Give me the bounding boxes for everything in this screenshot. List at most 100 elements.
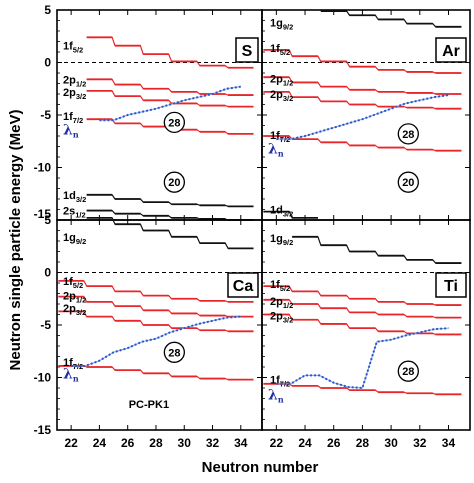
orbital-label: 2p3/2	[63, 87, 86, 101]
orbital-1f-5-2: 1f5/2	[263, 279, 462, 306]
nucleus-box	[435, 272, 467, 298]
orbital-line	[86, 209, 254, 221]
nucleus-box	[435, 37, 467, 63]
nucleus-box	[235, 37, 259, 63]
orbital-line	[86, 194, 254, 207]
y-tick-label: -5	[40, 318, 51, 332]
y-tick-label: 0	[44, 266, 51, 280]
x-tick-label: 28	[356, 436, 370, 450]
orbital-label: 1f7/2	[63, 111, 83, 125]
y-tick-label: 0	[44, 56, 51, 70]
orbital-line	[58, 310, 254, 332]
orbital-1d-3-2: 1d3/2	[263, 205, 318, 219]
orbital-2p-3-2: 2p3/2	[63, 87, 254, 108]
orbital-2p-3-2: 2p3/2	[263, 89, 462, 110]
y-tick-label: -15	[34, 423, 52, 437]
lambda-n-line	[276, 94, 449, 140]
y-tick-label: -10	[34, 161, 52, 175]
y-tick-label: 5	[44, 3, 51, 17]
orbital-label: 1f5/2	[63, 276, 83, 290]
magic-number-label: 20	[402, 177, 414, 189]
orbital-line	[86, 78, 254, 96]
orbital-1f-7-2: 1f7/2	[263, 130, 462, 152]
x-tick-label: 22	[270, 436, 284, 450]
orbital-1f-5-2: 1f5/2	[58, 276, 254, 303]
nucleus-label: S	[242, 43, 253, 60]
nucleus-box	[227, 272, 259, 298]
x-tick-label: 22	[64, 436, 78, 450]
y-tick-label: -5	[40, 108, 51, 122]
orbital-label: 2p3/2	[270, 311, 293, 325]
lambda-n-label: λn	[268, 387, 284, 404]
orbital-line	[58, 280, 254, 303]
orbital-2p-1-2: 2p1/2	[63, 74, 254, 96]
x-axis-title: Neutron number	[202, 459, 319, 476]
magic-number-circle	[163, 341, 185, 363]
x-tick-label: 28	[149, 436, 163, 450]
magic-number-circle	[163, 171, 185, 193]
orbital-1g-9-2: 1g9/2	[270, 10, 462, 32]
magic-number-circle	[163, 111, 185, 133]
nucleus-label: Ti	[444, 278, 458, 295]
orbital-label: 1f5/2	[63, 41, 83, 55]
x-tick-label: 26	[327, 436, 341, 450]
magic-number-label: 28	[402, 366, 414, 378]
lambda-n-dots	[276, 94, 449, 141]
lambda-n-dots	[71, 315, 241, 367]
nucleus-label: Ca	[233, 278, 254, 295]
x-tick-label: 30	[384, 436, 398, 450]
orbital-1g-9-2: 1g9/2	[63, 216, 254, 250]
y-tick-label: -15	[34, 207, 52, 221]
orbital-label: 2s1/2	[63, 206, 86, 220]
orbital-2s-1-2: 2s1/2	[63, 206, 254, 221]
y-tick-label: -10	[34, 371, 52, 385]
magic-number-circle	[397, 171, 419, 193]
orbital-label: 2p1/2	[270, 296, 293, 310]
orbital-label: 1g9/2	[63, 232, 86, 246]
orbital-label: 1f5/2	[270, 43, 290, 57]
orbital-2p-3-2: 2p3/2	[58, 303, 254, 333]
orbital-1d-3-2: 1d3/2	[63, 190, 254, 208]
magic-number-circle	[397, 123, 419, 145]
orbital-line	[86, 217, 254, 249]
orbital-label: 2p1/2	[270, 73, 293, 87]
lambda-n-dots	[276, 327, 449, 390]
x-tick-label: 30	[178, 436, 192, 450]
panels-layer: 50-5-10-151f5/22p1/22p3/21f7/21d3/22s1/2…	[34, 3, 471, 450]
magic-number-label: 20	[168, 177, 180, 189]
orbital-1f-7-2: 1f7/2	[263, 375, 462, 396]
x-tick-label: 32	[413, 436, 427, 450]
orbital-1f-5-2: 1f5/2	[263, 43, 462, 74]
orbital-line	[58, 296, 254, 318]
orbital-line	[292, 236, 462, 264]
panel-frame	[56, 9, 263, 221]
orbital-line	[263, 49, 462, 74]
magic-number-label: 28	[168, 117, 180, 129]
x-tick-label: 26	[121, 436, 135, 450]
orbital-label: 1d3/2	[270, 205, 293, 219]
x-tick-label: 24	[93, 436, 107, 450]
orbital-label: 2p1/2	[63, 291, 86, 305]
magic-number-label: 28	[168, 347, 180, 359]
orbital-line	[86, 90, 254, 108]
orbital-1f-7-2: 1f7/2	[63, 111, 254, 135]
orbital-label: 1g9/2	[270, 233, 293, 247]
orbital-label: 2p1/2	[63, 74, 86, 88]
lambda-n-line	[71, 316, 241, 367]
lambda-n-line	[276, 327, 449, 389]
lambda-n-label: λn	[63, 366, 79, 383]
x-tick-label: 34	[442, 436, 456, 450]
orbital-label: 1g9/2	[270, 18, 293, 32]
orbital-1g-9-2: 1g9/2	[270, 233, 462, 264]
panel-ar: 1g9/2 1f5/2 2p1/2 2p3/2 1f7/2 1d3/2 λn 28 20 Ar	[261, 9, 471, 221]
y-tick-label: 5	[44, 213, 51, 227]
orbital-label: 1d3/2	[63, 190, 86, 204]
orbital-label: 2p3/2	[270, 89, 293, 103]
orbital-2p-1-2: 2p1/2	[263, 296, 462, 319]
magic-number-circle	[397, 360, 419, 382]
orbital-2p-3-2: 2p3/2	[263, 311, 462, 336]
lambda-n-label: λn	[268, 142, 284, 159]
